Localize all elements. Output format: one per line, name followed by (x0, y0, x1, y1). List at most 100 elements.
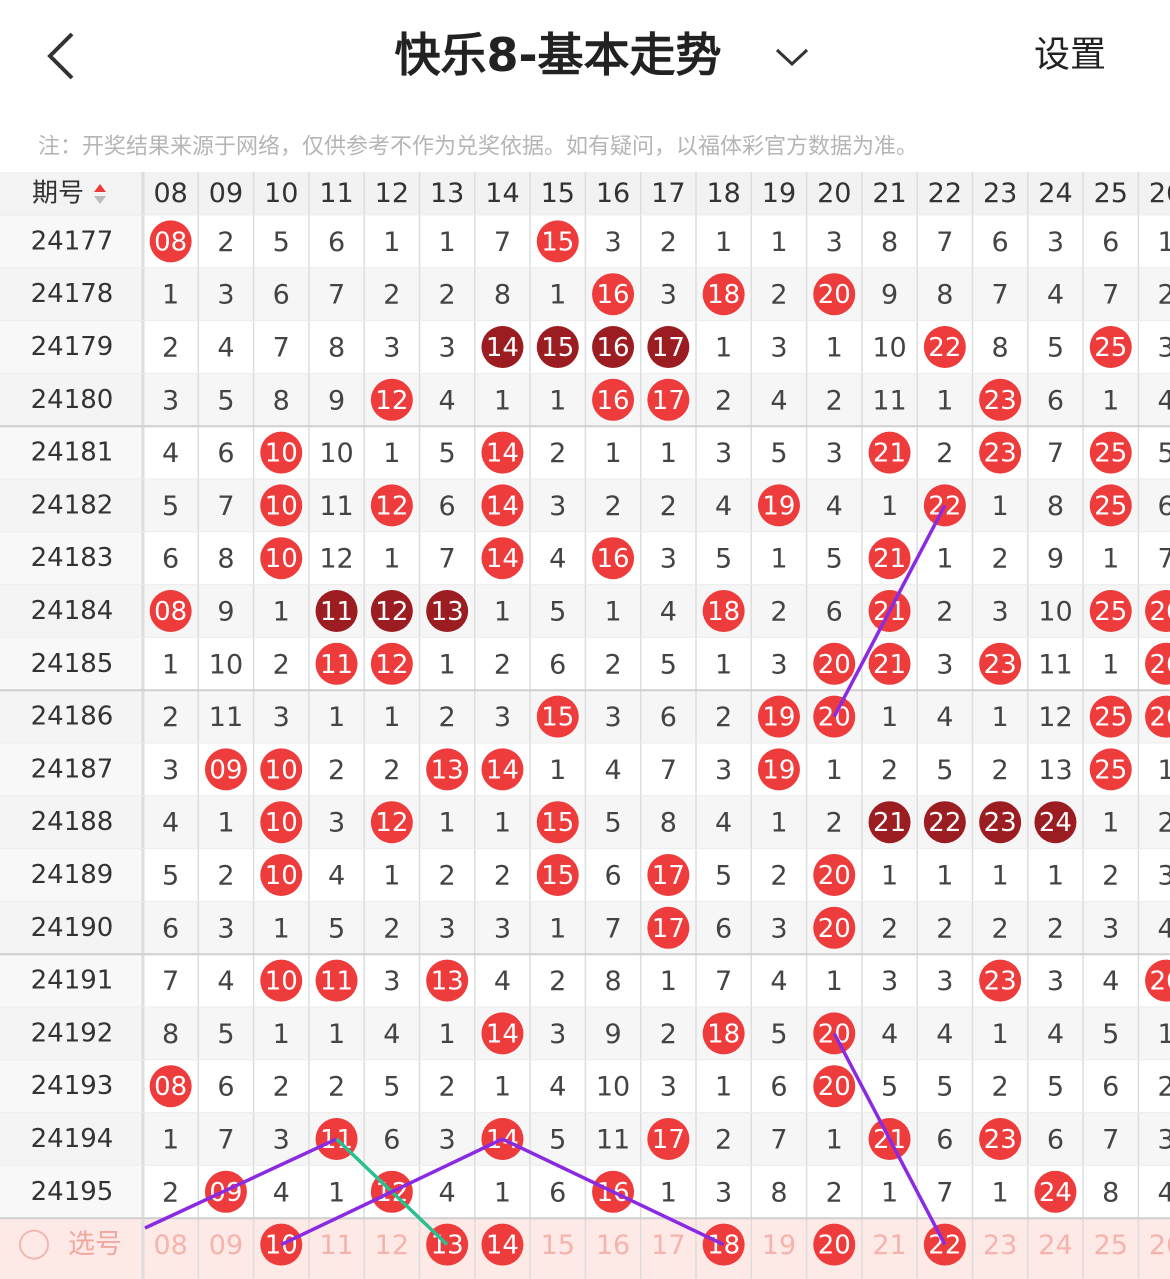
number-ball (315, 642, 358, 685)
number-ball (702, 1012, 745, 1055)
settings-button[interactable]: 设置 (1034, 35, 1106, 76)
miss-count: 1 (328, 1177, 345, 1208)
select-number[interactable]: 12 (375, 1230, 409, 1261)
miss-count: 4 (770, 385, 787, 416)
column-header: 20 (817, 178, 851, 209)
ball-number: 21 (873, 544, 906, 574)
select-number[interactable]: 21 (872, 1230, 906, 1261)
miss-count: 1 (1157, 227, 1170, 258)
miss-count: 5 (826, 544, 843, 575)
note: 注：开奖结果来源于网络，仅供参考不作为兑奖依据。如有疑问，以福体彩官方数据为准。 (38, 135, 918, 160)
miss-count: 2 (217, 227, 234, 258)
column-header: 14 (485, 178, 519, 209)
select-number[interactable]: 17 (651, 1230, 685, 1261)
select-number[interactable]: 25 (1094, 1230, 1128, 1261)
miss-count: 3 (770, 333, 787, 364)
miss-count: 1 (936, 385, 953, 416)
miss-count: 7 (1157, 544, 1170, 575)
miss-count: 5 (660, 649, 677, 680)
back-button[interactable] (47, 32, 74, 80)
miss-count: 1 (494, 385, 511, 416)
miss-count: 11 (1038, 649, 1072, 680)
miss-count: 2 (439, 861, 456, 892)
select-number[interactable]: 09 (209, 1230, 243, 1261)
miss-count: 5 (881, 1072, 898, 1103)
miss-count: 6 (328, 227, 345, 258)
miss-count: 7 (715, 966, 732, 997)
miss-count: 1 (992, 1019, 1009, 1050)
number-ball (592, 326, 635, 368)
select-number[interactable]: 23 (983, 1230, 1017, 1261)
miss-count: 9 (604, 1019, 621, 1050)
miss-count: 3 (273, 702, 290, 733)
miss-count: 12 (319, 544, 353, 575)
miss-count: 6 (936, 1125, 953, 1156)
miss-count: 3 (494, 702, 511, 733)
ball-number: 20 (818, 1072, 851, 1102)
number-ball (1089, 484, 1132, 527)
miss-count: 1 (992, 491, 1009, 522)
select-number[interactable]: 15 (541, 1230, 575, 1261)
miss-count: 5 (162, 491, 179, 522)
miss-count: 1 (660, 966, 677, 997)
miss-count: 5 (273, 227, 290, 258)
miss-count: 1 (1102, 808, 1119, 839)
issue-number: 24182 (31, 490, 114, 520)
miss-count: 2 (604, 491, 621, 522)
miss-count: 4 (1157, 385, 1170, 416)
ball-number: 13 (431, 967, 464, 997)
miss-count: 1 (770, 227, 787, 258)
miss-count: 7 (328, 280, 345, 311)
number-ball (536, 854, 579, 896)
select-number[interactable]: 26 (1149, 1230, 1170, 1261)
column-header: 22 (928, 178, 962, 209)
ball-number: 10 (265, 808, 298, 838)
miss-count: 2 (439, 1072, 456, 1103)
miss-count: 2 (881, 755, 898, 786)
miss-count: 3 (770, 913, 787, 944)
miss-count: 4 (1157, 913, 1170, 944)
number-ball (370, 590, 413, 632)
miss-count: 1 (604, 597, 621, 628)
number-ball (481, 1012, 524, 1055)
select-number[interactable]: 11 (319, 1230, 353, 1261)
miss-count: 4 (1157, 1177, 1170, 1208)
miss-count: 2 (549, 966, 566, 997)
miss-count: 1 (881, 491, 898, 522)
miss-count: 4 (660, 597, 677, 628)
ball-number: 10 (265, 1231, 298, 1261)
miss-count: 8 (162, 1019, 179, 1050)
ball-number: 17 (652, 1125, 685, 1155)
ball-number: 21 (873, 439, 906, 469)
miss-count: 2 (770, 861, 787, 892)
number-ball (481, 326, 524, 368)
miss-count: 2 (383, 280, 400, 311)
miss-count: 1 (439, 808, 456, 839)
select-radio[interactable] (19, 1229, 49, 1260)
select-number[interactable]: 19 (762, 1230, 796, 1261)
miss-count: 5 (217, 385, 234, 416)
miss-count: 4 (383, 1019, 400, 1050)
select-number[interactable]: 08 (153, 1230, 187, 1261)
number-ball (481, 537, 524, 580)
miss-count: 5 (1157, 438, 1170, 469)
miss-count: 7 (494, 227, 511, 258)
miss-count: 11 (872, 385, 906, 416)
number-ball (868, 642, 911, 685)
miss-count: 6 (549, 1177, 566, 1208)
ball-number: 23 (984, 439, 1017, 469)
miss-count: 4 (604, 755, 621, 786)
miss-count: 3 (715, 755, 732, 786)
column-header: 16 (596, 178, 630, 209)
miss-count: 3 (549, 1019, 566, 1050)
number-ball (149, 590, 192, 632)
miss-count: 2 (936, 913, 953, 944)
dropdown-icon[interactable] (775, 48, 809, 67)
ball-number: 17 (652, 386, 685, 416)
miss-count: 5 (328, 913, 345, 944)
issue-number: 24192 (31, 1018, 114, 1048)
select-number[interactable]: 16 (596, 1230, 630, 1261)
select-number[interactable]: 24 (1038, 1230, 1072, 1261)
miss-count: 2 (162, 333, 179, 364)
